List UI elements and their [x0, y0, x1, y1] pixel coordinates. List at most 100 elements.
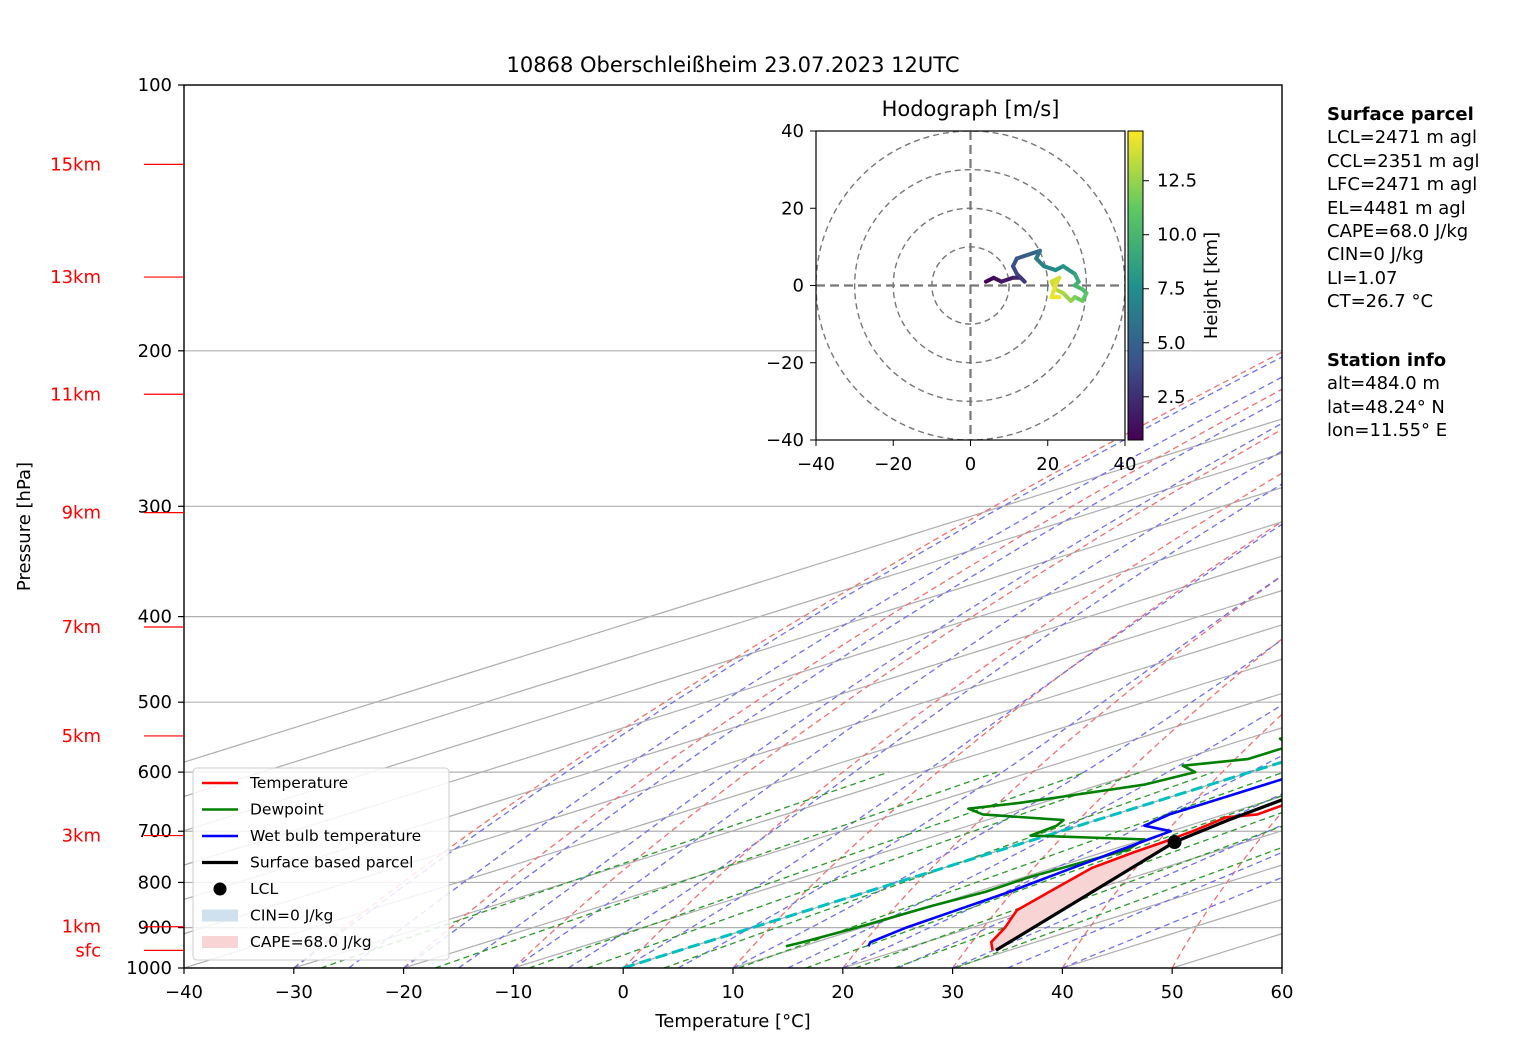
height-label: 1km	[62, 917, 101, 938]
legend-label: Surface based parcel	[250, 854, 413, 872]
hodograph-x-tick-label: −40	[797, 454, 835, 475]
colorbar-label: Height [km]	[1201, 232, 1222, 339]
legend-label: LCL	[250, 880, 278, 898]
height-label: sfc	[75, 940, 101, 961]
x-tick-label: 10	[722, 982, 745, 1003]
dry-adiabat	[732, 520, 1282, 968]
legend-label: CIN=0 J/kg	[250, 907, 333, 925]
hodograph-x-tick-label: 0	[965, 454, 976, 475]
isotherm	[732, 795, 1282, 968]
isotherm	[184, 418, 1282, 763]
hodograph-y-tick-label: 0	[793, 276, 804, 297]
height-label: 15km	[50, 154, 101, 175]
parcel-line	[995, 798, 1282, 952]
moist-adiabat	[1062, 876, 1282, 968]
isotherm	[184, 624, 1282, 968]
parcel-info-line: CIN=0 J/kg	[1327, 244, 1424, 266]
colorbar-tick-label: 5.0	[1157, 333, 1186, 354]
mixing-ratio-line	[805, 794, 1282, 968]
wind-barb	[1281, 660, 1282, 662]
y-tick-label: 200	[138, 341, 172, 362]
y-tick-label: 300	[138, 496, 172, 517]
hodograph-y-tick-label: −40	[766, 430, 804, 451]
station-info-line: lat=48.24° N	[1327, 396, 1445, 418]
wind-barb	[1281, 744, 1282, 746]
height-label: 3km	[62, 826, 101, 847]
height-label: 5km	[62, 726, 101, 747]
hodograph	[810, 130, 1149, 446]
x-tick-label: −40	[165, 982, 203, 1003]
legend: Temperature Dewpoint Wet bulb temperature S…	[192, 767, 450, 961]
wind-barb	[1282, 882, 1342, 910]
moist-adiabat	[513, 450, 1282, 968]
x-tick-label: 50	[1161, 982, 1184, 1003]
x-tick-label: −20	[385, 982, 423, 1003]
moist-adiabat	[403, 398, 1282, 968]
isotherm	[513, 727, 1282, 968]
moist-adiabat	[1007, 851, 1282, 968]
y-tick-label: 1000	[126, 958, 172, 979]
legend-label: Dewpoint	[250, 801, 324, 819]
colorbar-tick-label: 12.5	[1157, 171, 1197, 192]
parcel-info-panel: Surface parcel LCL=2471 m agl CCL=2351 m…	[1327, 103, 1480, 314]
parcel-info-line: EL=4481 m agl	[1327, 197, 1466, 219]
hodograph-title: Hodograph [m/s]	[882, 97, 1060, 121]
x-tick-label: 60	[1271, 982, 1294, 1003]
parcel-info-line: LCL=2471 m agl	[1327, 127, 1477, 149]
isotherm	[184, 452, 1282, 798]
hodograph-x-tick-label: 40	[1114, 454, 1137, 475]
y-axis-label: Pressure [hPa]	[14, 462, 35, 591]
parcel-info-heading: Surface parcel	[1327, 104, 1474, 125]
height-label: 11km	[50, 384, 101, 405]
chart-title: 10868 Oberschleißheim 23.07.2023 12UTC	[507, 53, 960, 77]
height-label: 7km	[62, 617, 101, 638]
moist-adiabat	[567, 483, 1282, 968]
x-axis-label: Temperature [°C]	[654, 1011, 810, 1032]
wind-barb	[1281, 830, 1282, 832]
station-info-line: alt=484.0 m	[1327, 373, 1440, 395]
moist-adiabat	[732, 638, 1282, 968]
height-label: 13km	[50, 267, 101, 288]
colorbar	[1127, 130, 1144, 441]
station-info-panel: Station info alt=484.0 m lat=48.24° N lo…	[1327, 349, 1447, 443]
parcel-info-line: LFC=2471 m agl	[1327, 174, 1478, 196]
dry-adiabat	[842, 575, 1282, 968]
y-tick-label: 600	[138, 762, 172, 783]
dry-adiabat	[1171, 811, 1282, 968]
station-info-heading: Station info	[1327, 350, 1447, 371]
y-tick-label: 700	[138, 821, 172, 842]
dry-adiabat	[952, 638, 1282, 968]
mixing-ratio-line	[434, 771, 998, 968]
hodograph-x-tick-label: −20	[874, 454, 912, 475]
moist-adiabat	[622, 523, 1282, 968]
wind-barb	[1281, 801, 1282, 803]
parcel-info-line: LI=1.07	[1327, 267, 1398, 289]
hodograph-x-tick-label: 20	[1036, 454, 1059, 475]
wet-bulb-line	[867, 777, 1282, 947]
isotherm	[293, 658, 1282, 968]
wind-barb	[1281, 701, 1282, 703]
wind-barb	[1281, 564, 1282, 566]
dry-adiabat	[1061, 713, 1282, 968]
mixing-ratio-line	[894, 825, 1282, 968]
wind-barb	[1281, 349, 1282, 351]
dry-adiabat	[1502, 85, 1517, 968]
colorbar-tick-label: 2.5	[1157, 387, 1186, 408]
hodograph-segment	[1041, 264, 1058, 273]
x-tick-label: −10	[494, 982, 532, 1003]
dry-adiabat	[512, 428, 1282, 968]
x-tick-label: 20	[831, 982, 854, 1003]
dewpoint-line	[785, 737, 1282, 948]
lcl-point	[1167, 835, 1182, 850]
y-tick-label: 900	[138, 918, 172, 939]
height-label: 9km	[62, 503, 101, 524]
y-tick-label: 400	[138, 607, 172, 628]
wind-barb	[1281, 950, 1282, 952]
legend-label: Temperature	[249, 774, 348, 792]
colorbar-tick-label: 10.0	[1157, 225, 1197, 246]
wind-barb	[1281, 846, 1282, 848]
hodograph-segment	[1061, 264, 1077, 276]
station-info-line: lon=11.55° E	[1327, 420, 1448, 442]
parcel-info-line: CCL=2351 m agl	[1327, 150, 1480, 172]
